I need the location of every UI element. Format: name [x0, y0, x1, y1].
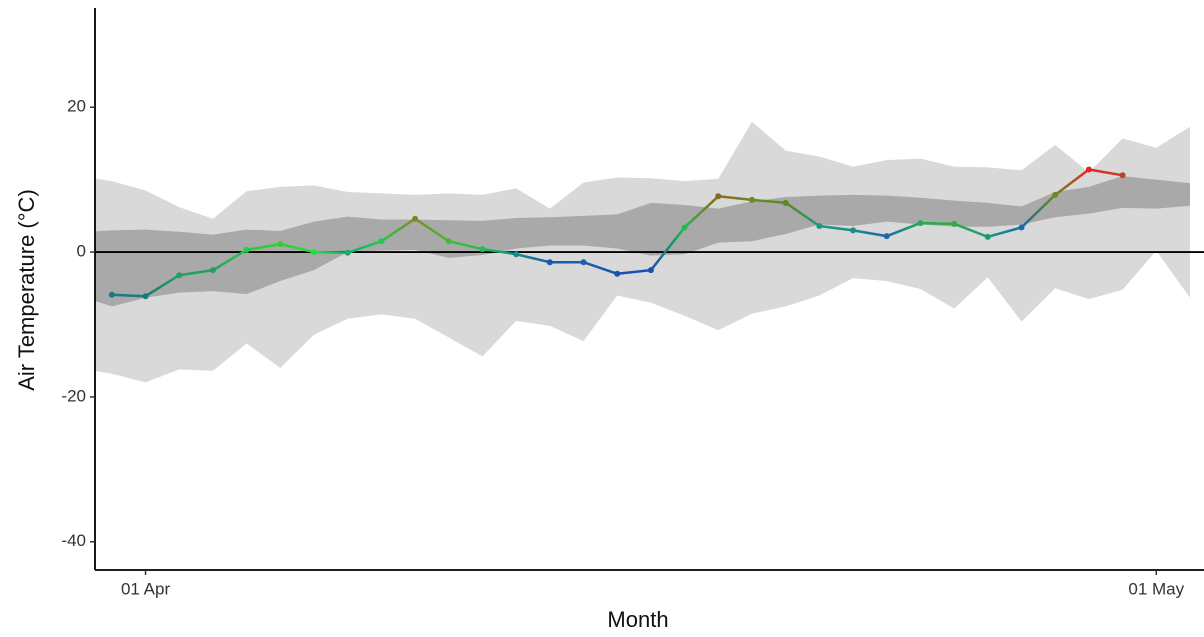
y-tick-label: 20 [67, 97, 86, 116]
line-segment [413, 217, 451, 243]
line-segment [717, 195, 754, 202]
point [378, 238, 385, 245]
x-tick-label: 01 Apr [121, 579, 170, 598]
line-segment [750, 198, 787, 205]
point [243, 246, 250, 253]
point [580, 259, 587, 266]
y-tick-label: -20 [61, 386, 86, 405]
point [984, 233, 991, 240]
line-segment [447, 239, 484, 251]
point [445, 238, 452, 245]
point [1052, 191, 1059, 198]
point [1119, 172, 1126, 179]
line-segment [1053, 168, 1091, 197]
point [412, 215, 419, 222]
point [715, 193, 722, 200]
point [176, 272, 183, 279]
point [479, 246, 486, 253]
line-segment [211, 248, 248, 272]
point [1018, 224, 1025, 231]
line-segment [1087, 168, 1124, 177]
line-segment [952, 222, 990, 239]
x-tick-label: 01 May [1128, 579, 1184, 598]
line-segment [649, 226, 686, 272]
x-axis-title: Month [607, 607, 668, 632]
point [647, 267, 654, 274]
line-segment [986, 226, 1023, 239]
line-segment [818, 224, 855, 232]
y-tick-label: -40 [61, 531, 86, 550]
point [748, 196, 755, 203]
point [310, 249, 317, 256]
point [917, 220, 924, 227]
line-segment [615, 268, 653, 276]
point [681, 224, 688, 231]
line-segment [481, 247, 518, 256]
point [546, 259, 553, 266]
line-segment [380, 217, 417, 243]
point [782, 199, 789, 206]
y-tick-label: 0 [77, 242, 86, 261]
band [95, 176, 1190, 307]
point [1085, 166, 1092, 173]
point [209, 267, 216, 274]
line-segment [346, 239, 383, 255]
y-axis-title: Air Temperature (°C) [14, 189, 39, 391]
line-segment [177, 268, 215, 277]
line-segment [144, 273, 181, 298]
point [108, 291, 115, 298]
line-segment [885, 221, 922, 238]
line-segment [279, 242, 316, 254]
point [614, 270, 621, 277]
line-segment [784, 201, 821, 228]
point [344, 249, 351, 256]
point [513, 251, 520, 258]
marks [95, 166, 1204, 300]
point [277, 241, 284, 248]
point [951, 220, 958, 227]
line-segment [851, 229, 888, 238]
point [816, 222, 823, 229]
line-segment [245, 242, 282, 252]
line-segment [582, 260, 619, 276]
line-segment [110, 293, 147, 298]
point [883, 233, 890, 240]
line-segment [312, 250, 349, 255]
point [142, 293, 149, 300]
point [850, 227, 857, 234]
line-segment [919, 221, 956, 226]
line-segment [514, 252, 552, 264]
line-segment [1020, 193, 1057, 229]
line-segment [683, 195, 720, 229]
